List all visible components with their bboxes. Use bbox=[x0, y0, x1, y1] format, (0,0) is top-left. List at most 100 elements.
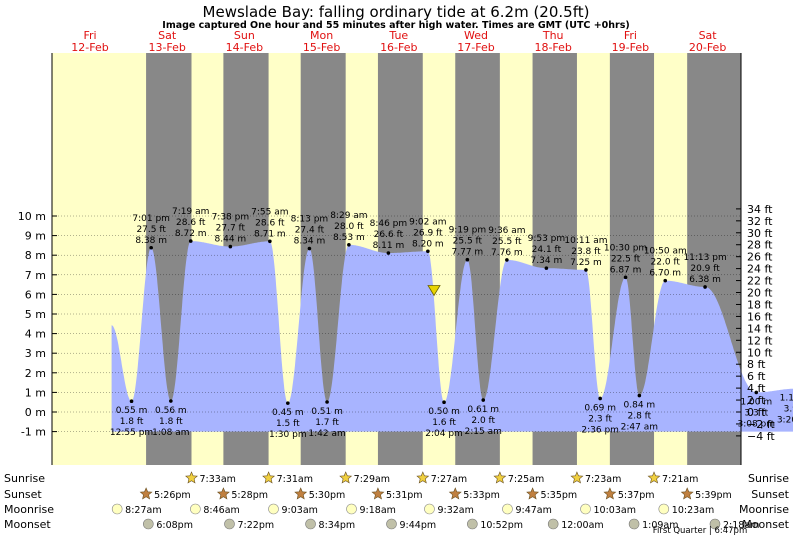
sunset-icon bbox=[603, 487, 617, 500]
day-name: Tue bbox=[388, 29, 408, 42]
high-tide-m: 6.87 m bbox=[610, 265, 642, 275]
sunset-icon bbox=[139, 487, 153, 500]
low-tide-time: 3:08 pm bbox=[737, 419, 775, 429]
high-tide-time: 7:55 am bbox=[251, 207, 288, 217]
high-tide-ft: 22.0 ft bbox=[651, 258, 681, 268]
high-tide-ft: 28.0 ft bbox=[334, 222, 364, 232]
sunrise-icon bbox=[339, 471, 353, 484]
high-tide-ft: 28.6 ft bbox=[255, 218, 285, 228]
y-tick-m: 1 m bbox=[25, 386, 46, 399]
y-tick-ft: 10 ft bbox=[747, 346, 773, 359]
moonrise-time: 8:27am bbox=[125, 505, 161, 516]
moonset-time: 9:44pm bbox=[400, 520, 437, 531]
high-tide-m: 7.76 m bbox=[491, 248, 523, 258]
low-tide-dot bbox=[754, 390, 759, 395]
sunset-icon bbox=[216, 487, 230, 500]
high-tide-time: 10:50 am bbox=[644, 247, 687, 257]
y-tick-ft: 20 ft bbox=[747, 287, 773, 300]
sunset-time: 5:28pm bbox=[231, 490, 268, 501]
low-tide-time: 1:30 pm bbox=[269, 430, 307, 440]
sunrise-time: 7:33am bbox=[199, 474, 235, 485]
y-tick-ft: 4 ft bbox=[747, 382, 766, 395]
sunset-time: 5:37pm bbox=[618, 490, 655, 501]
low-tide-ft: 3.9 ft bbox=[784, 405, 793, 415]
high-tide-dot bbox=[188, 239, 193, 243]
row-label-sunset: Sunset bbox=[4, 488, 42, 501]
high-tide-time: 9:36 am bbox=[488, 226, 525, 236]
low-tide-dot bbox=[325, 400, 329, 404]
high-tide-time: 9:53 pm bbox=[528, 234, 566, 244]
sunrise-icon bbox=[185, 471, 198, 484]
moonrise-icon bbox=[268, 503, 279, 515]
current-level-triangle bbox=[427, 285, 441, 297]
low-tide-time: 1:42 am bbox=[308, 429, 345, 439]
low-tide-time: 3:20 am bbox=[777, 416, 793, 426]
day-date: 16-Feb bbox=[380, 41, 417, 54]
high-tide-time: 8:29 am bbox=[330, 211, 367, 221]
day-name: Sat bbox=[699, 29, 718, 42]
high-tide-m: 8.38 m bbox=[135, 236, 167, 246]
moonset-icon bbox=[467, 518, 478, 530]
sunrise-time: 7:21am bbox=[662, 474, 698, 485]
high-tide-ft: 20.9 ft bbox=[690, 264, 720, 274]
low-tide-dot bbox=[169, 399, 173, 403]
high-tide-time: 11:13 pm bbox=[683, 253, 726, 263]
sunrise-time: 7:23am bbox=[585, 474, 621, 485]
low-tide-m: 0.51 m bbox=[311, 407, 343, 417]
y-tick-ft: −2 ft bbox=[747, 418, 775, 431]
moonrise-time: 9:18am bbox=[360, 505, 396, 516]
y-tick-m: 10 m bbox=[18, 210, 46, 223]
sunset-time: 5:31pm bbox=[386, 490, 423, 501]
low-tide-ft: 1.6 ft bbox=[432, 418, 456, 428]
day-date: 13-Feb bbox=[148, 41, 185, 54]
y-tick-ft: 18 ft bbox=[747, 298, 773, 311]
moonrise-icon bbox=[111, 503, 123, 515]
day-name: Fri bbox=[83, 29, 96, 42]
high-tide-time: 7:38 pm bbox=[212, 213, 250, 223]
day-date: 20-Feb bbox=[689, 41, 726, 54]
low-tide-m: 0.50 m bbox=[428, 407, 460, 417]
low-tide-m: 1.00 m bbox=[740, 397, 772, 407]
row-label-right-moonset: Moonset bbox=[742, 518, 789, 531]
low-tide-dot bbox=[598, 396, 602, 401]
row-label-right-moonrise: Moonrise bbox=[739, 503, 789, 516]
moonset-time: 8:34pm bbox=[319, 520, 356, 531]
high-tide-dot bbox=[347, 243, 351, 247]
y-tick-m: 6 m bbox=[25, 288, 46, 301]
sunset-icon bbox=[448, 487, 462, 500]
low-tide-ft: 1.8 ft bbox=[159, 417, 183, 427]
y-tick-ft: 16 ft bbox=[747, 310, 773, 323]
sunset-time: 5:30pm bbox=[309, 490, 346, 501]
y-tick-ft: 28 ft bbox=[747, 239, 773, 252]
y-tick-ft: 2 ft bbox=[747, 394, 766, 407]
high-tide-ft: 26.6 ft bbox=[374, 230, 404, 240]
day-name: Wed bbox=[464, 29, 488, 42]
y-tick-ft: 30 ft bbox=[747, 227, 773, 240]
high-tide-time: 10:11 am bbox=[564, 236, 607, 246]
low-tide-time: 2:04 pm bbox=[425, 429, 463, 439]
high-tide-m: 8.53 m bbox=[333, 233, 365, 243]
high-tide-m: 8.71 m bbox=[254, 229, 286, 239]
high-tide-ft: 24.1 ft bbox=[532, 245, 562, 255]
high-tide-m: 8.34 m bbox=[294, 237, 326, 247]
high-tide-time: 10:30 pm bbox=[604, 243, 647, 253]
high-tide-dot bbox=[505, 258, 509, 262]
y-tick-m: 0 m bbox=[25, 406, 46, 419]
current-tide-marker bbox=[427, 285, 441, 297]
high-tide-ft: 25.5 ft bbox=[453, 237, 483, 247]
moonset-icon bbox=[224, 518, 235, 530]
sunrise-time: 7:27am bbox=[431, 474, 467, 485]
y-tick-m: 2 m bbox=[25, 367, 46, 380]
row-label-moonrise: Moonrise bbox=[4, 503, 54, 516]
high-tide-dot bbox=[623, 275, 628, 280]
sunset-time: 5:39pm bbox=[695, 490, 732, 501]
sunrise-icon bbox=[570, 471, 584, 484]
moonset-time: 7:22pm bbox=[237, 520, 274, 531]
moonrise-icon bbox=[424, 503, 435, 515]
low-tide-m: 0.56 m bbox=[155, 406, 187, 416]
low-tide-m: 0.69 m bbox=[584, 403, 616, 413]
high-tide-m: 6.70 m bbox=[649, 269, 681, 279]
day-date: 15-Feb bbox=[303, 41, 340, 54]
y-tick-ft: 32 ft bbox=[747, 215, 773, 228]
